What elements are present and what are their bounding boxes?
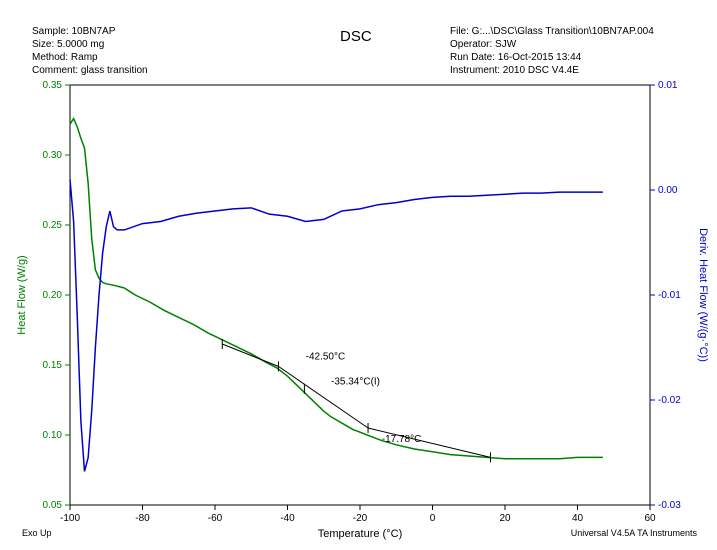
svg-text:-35.34°C(I): -35.34°C(I) <box>331 377 380 388</box>
svg-text:Heat Flow (W/g): Heat Flow (W/g) <box>16 255 28 334</box>
svg-text:0.01: 0.01 <box>658 80 678 91</box>
svg-text:20: 20 <box>499 513 511 524</box>
svg-text:-40: -40 <box>280 513 295 524</box>
svg-text:Deriv. Heat Flow (W/(g·°C)): Deriv. Heat Flow (W/(g·°C)) <box>697 228 709 362</box>
footer-left: Exo Up <box>22 528 52 538</box>
svg-text:0.00: 0.00 <box>658 185 678 196</box>
svg-text:-60: -60 <box>208 513 223 524</box>
plot-area: -100 -80 -60 -40 -20 0 20 40 60 Temperature (°C) 0… <box>0 0 717 550</box>
svg-text:60: 60 <box>644 513 656 524</box>
svg-text:40: 40 <box>572 513 584 524</box>
svg-text:0.05: 0.05 <box>43 500 63 511</box>
svg-text:0.25: 0.25 <box>43 220 63 231</box>
svg-text:-0.03: -0.03 <box>658 500 681 511</box>
svg-text:Temperature (°C): Temperature (°C) <box>318 528 402 540</box>
svg-text:0.35: 0.35 <box>43 80 63 91</box>
svg-text:-0.02: -0.02 <box>658 395 681 406</box>
svg-text:0.15: 0.15 <box>43 360 63 371</box>
svg-text:0.10: 0.10 <box>43 430 63 441</box>
footer-right: Universal V4.5A TA Instruments <box>571 528 697 538</box>
dsc-chart-container: Sample: 10BN7AP Size: 5.0000 mg Method: … <box>0 0 717 550</box>
svg-text:-17.78°C: -17.78°C <box>382 434 422 445</box>
svg-text:0.20: 0.20 <box>43 290 63 301</box>
svg-text:-80: -80 <box>135 513 150 524</box>
svg-text:0: 0 <box>430 513 436 524</box>
svg-text:-100: -100 <box>60 513 80 524</box>
svg-text:-20: -20 <box>353 513 368 524</box>
svg-text:-42.50°C: -42.50°C <box>306 351 346 362</box>
svg-text:-0.01: -0.01 <box>658 290 681 301</box>
svg-text:0.30: 0.30 <box>43 150 63 161</box>
